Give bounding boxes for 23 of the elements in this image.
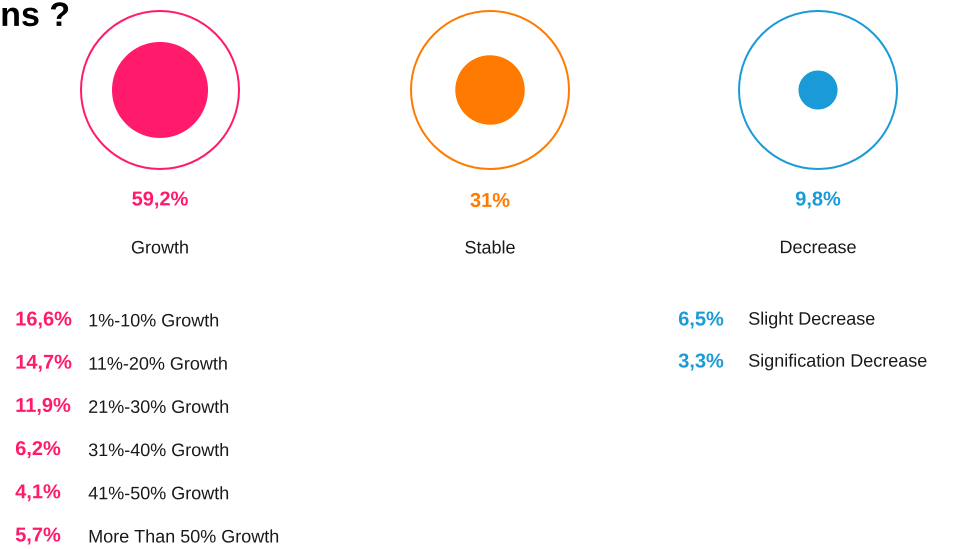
category-label: Stable	[465, 240, 515, 254]
category-label: 1%-10% Growth	[90, 313, 218, 327]
category-label: Slight Decrease	[749, 312, 874, 328]
category-label: Decrease	[780, 240, 856, 254]
category-label: 21%-30% Growth	[89, 400, 228, 414]
text: 6,2%	[16, 441, 60, 458]
category-label: More Than 50% Growth	[90, 529, 278, 543]
text: ns ?	[2, 2, 68, 26]
text: 4,1%	[16, 484, 60, 502]
data-label: 9,8%	[796, 191, 840, 209]
category-label: 11%-20% Growth	[90, 356, 227, 370]
text: 14,7%	[16, 354, 72, 372]
text: 5,7%	[16, 527, 60, 545]
text: 11,9%	[16, 398, 70, 415]
category-label: Growth	[132, 240, 188, 254]
category-label: 31%-40% Growth	[88, 442, 228, 456]
text: 16,6%	[16, 311, 72, 329]
category-label: 41%-50% Growth	[88, 486, 228, 500]
data-label: 31%	[470, 192, 510, 208]
text: 3,3%	[678, 353, 724, 371]
data-label: 59,2%	[132, 191, 188, 209]
text: 6,5%	[678, 311, 724, 329]
category-label: Signification Decrease	[749, 354, 926, 370]
